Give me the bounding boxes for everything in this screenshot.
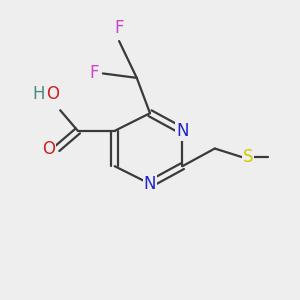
Text: S: S <box>243 148 253 166</box>
Text: O: O <box>46 85 59 103</box>
Text: O: O <box>42 140 55 158</box>
Text: H: H <box>33 85 45 103</box>
Text: F: F <box>114 19 124 37</box>
Text: F: F <box>89 64 99 82</box>
Text: N: N <box>144 175 156 193</box>
Text: N: N <box>176 122 189 140</box>
